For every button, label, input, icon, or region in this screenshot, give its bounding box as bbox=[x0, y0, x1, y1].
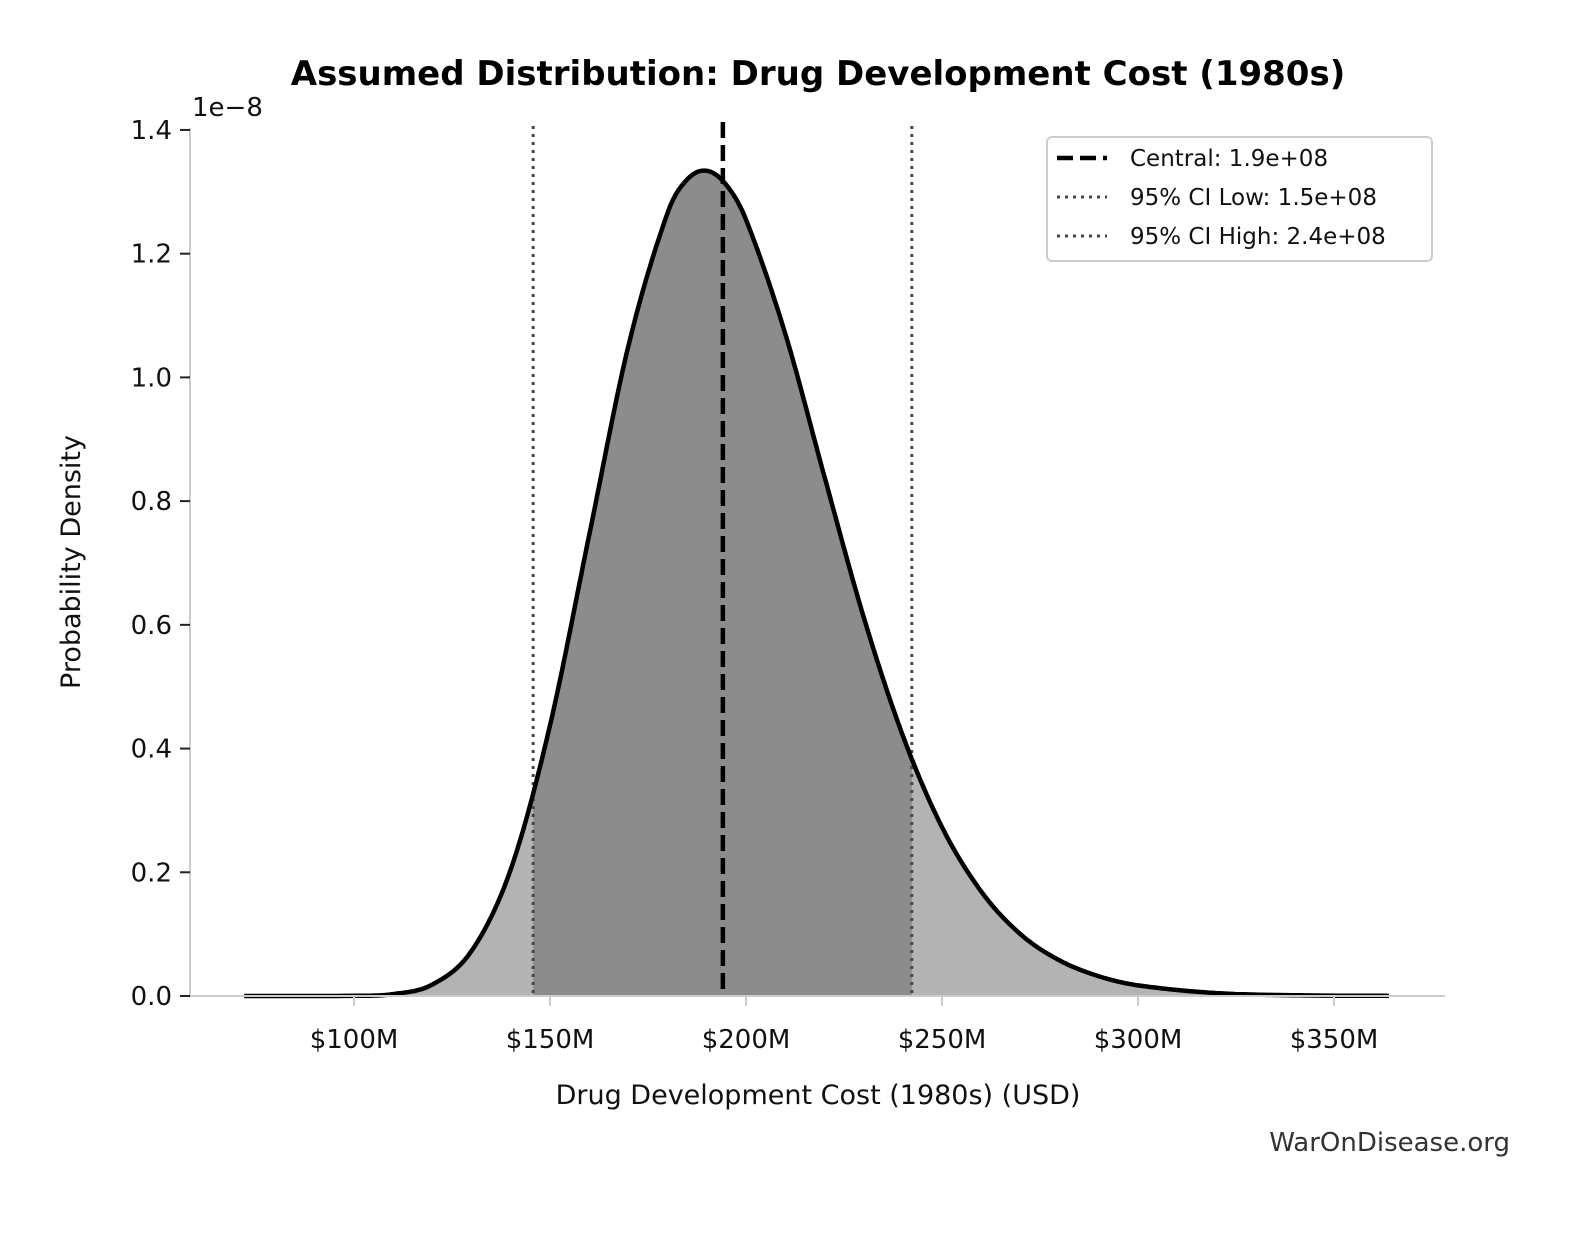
watermark: WarOnDisease.org bbox=[1269, 1128, 1510, 1158]
legend-label: Central: 1.9e+08 bbox=[1130, 146, 1328, 172]
y-tick-label: 1.2 bbox=[131, 240, 172, 270]
x-tick-label: $100M bbox=[310, 1025, 399, 1055]
x-tick-label: $350M bbox=[1290, 1025, 1379, 1055]
x-tick-label: $150M bbox=[506, 1025, 595, 1055]
legend-box bbox=[1046, 136, 1433, 262]
x-axis-label: Drug Development Cost (1980s) (USD) bbox=[556, 1080, 1081, 1111]
x-tick-label: $200M bbox=[702, 1025, 791, 1055]
y-tick-label: 0.2 bbox=[131, 858, 172, 888]
y-tick-label: 0.8 bbox=[131, 487, 172, 517]
chart-title: Assumed Distribution: Drug Development C… bbox=[291, 54, 1345, 94]
x-tick-label: $300M bbox=[1094, 1025, 1183, 1055]
legend: Central: 1.9e+08 95% CI Low: 1.5e+08 95% C… bbox=[1046, 136, 1433, 262]
y-tick-label: 0.6 bbox=[131, 611, 172, 641]
y-tick-label: 1.0 bbox=[131, 363, 172, 393]
legend-label: 95% CI High: 2.4e+08 bbox=[1130, 224, 1386, 250]
legend-label: 95% CI Low: 1.5e+08 bbox=[1130, 185, 1377, 211]
plot-area: 0.0 0.2 0.4 0.6 0.8 1.0 1.2 1.4 $100M $150M $200M $… bbox=[131, 116, 1445, 1055]
y-tick-label: 1.4 bbox=[131, 116, 172, 146]
y-multiplier-label: 1e−8 bbox=[192, 93, 263, 123]
y-axis-label: Probability Density bbox=[56, 435, 87, 689]
density-curve bbox=[244, 168, 1389, 999]
y-tick-label: 0.4 bbox=[131, 735, 172, 765]
x-tick-label: $250M bbox=[898, 1025, 987, 1055]
y-tick-label: 0.0 bbox=[131, 982, 172, 1012]
